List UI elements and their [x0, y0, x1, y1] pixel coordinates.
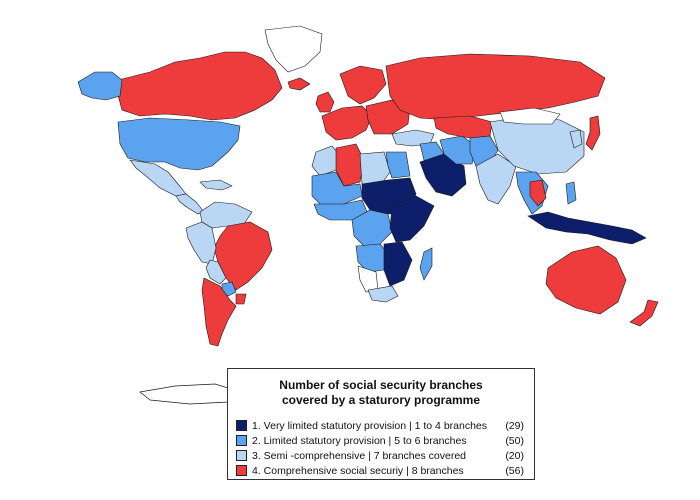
- region-madagascar: [419, 247, 433, 281]
- legend-count-4: (56): [505, 465, 524, 477]
- legend-swatch-1: [236, 420, 247, 431]
- legend-label-4: 4. Comprehensive social securiy | 8 bran…: [252, 465, 464, 477]
- legend-title-line-2: covered by a staturory programme: [281, 393, 481, 407]
- region-philippines: [565, 181, 577, 205]
- region-greenland: [264, 25, 323, 73]
- region-libya: [359, 151, 391, 187]
- legend-item-4: 4. Comprehensive social securiy | 8 bran…: [236, 464, 528, 478]
- legend-label-2: 2. Limited statutory provision | 5 to 6 …: [252, 435, 467, 447]
- region-scandinavia: [339, 65, 387, 105]
- region-caribbean: [199, 179, 233, 191]
- legend-count-3: (20): [505, 450, 524, 462]
- legend-label-1: 1. Very limited statutory provision | 1 …: [252, 420, 488, 432]
- region-southern-africa-east: [383, 241, 413, 287]
- legend-title-line-1: Number of social security branches: [279, 378, 483, 392]
- region-antarctica: [139, 383, 229, 405]
- region-canada: [117, 51, 283, 121]
- region-russia: [385, 53, 606, 121]
- legend-swatch-2: [236, 435, 247, 446]
- region-indonesia-png: [527, 211, 647, 245]
- region-central-america: [175, 193, 205, 215]
- region-bolivia: [205, 259, 227, 285]
- region-western-europe: [321, 105, 373, 141]
- legend-label-3: 3. Semi -comprehensive | 7 branches cove…: [252, 450, 466, 462]
- region-argentina-chile: [201, 277, 237, 347]
- region-egypt: [385, 151, 411, 179]
- legend-item-1: 1. Very limited statutory provision | 1 …: [236, 419, 528, 433]
- region-australia: [545, 245, 627, 315]
- region-algeria: [335, 143, 365, 187]
- region-central-asia: [433, 115, 493, 139]
- legend-item-3: 3. Semi -comprehensive | 7 branches cove…: [236, 449, 528, 463]
- region-thailand: [529, 179, 547, 207]
- region-uk-ireland: [315, 91, 335, 113]
- region-new-zealand: [629, 299, 659, 327]
- region-alaska: [77, 71, 123, 101]
- region-usa: [117, 117, 241, 171]
- region-south-africa: [367, 285, 399, 303]
- legend-item-2: 2. Limited statutory provision | 5 to 6 …: [236, 434, 528, 448]
- region-east-africa: [389, 195, 435, 243]
- region-uruguay: [235, 293, 247, 305]
- region-india: [475, 153, 517, 205]
- region-peru-ecuador: [185, 221, 217, 265]
- region-mongolia: [499, 107, 561, 125]
- legend-count-1: (29): [505, 420, 524, 432]
- legend-count-2: (50): [505, 435, 524, 447]
- region-korea: [569, 129, 583, 149]
- region-japan: [585, 115, 601, 151]
- region-central-africa: [351, 209, 393, 247]
- legend-swatch-4: [236, 465, 247, 476]
- region-iceland: [287, 77, 311, 91]
- legend-swatch-3: [236, 450, 247, 461]
- map-legend: Number of social security branches cover…: [227, 368, 535, 480]
- legend-title: Number of social security branches cover…: [228, 378, 534, 408]
